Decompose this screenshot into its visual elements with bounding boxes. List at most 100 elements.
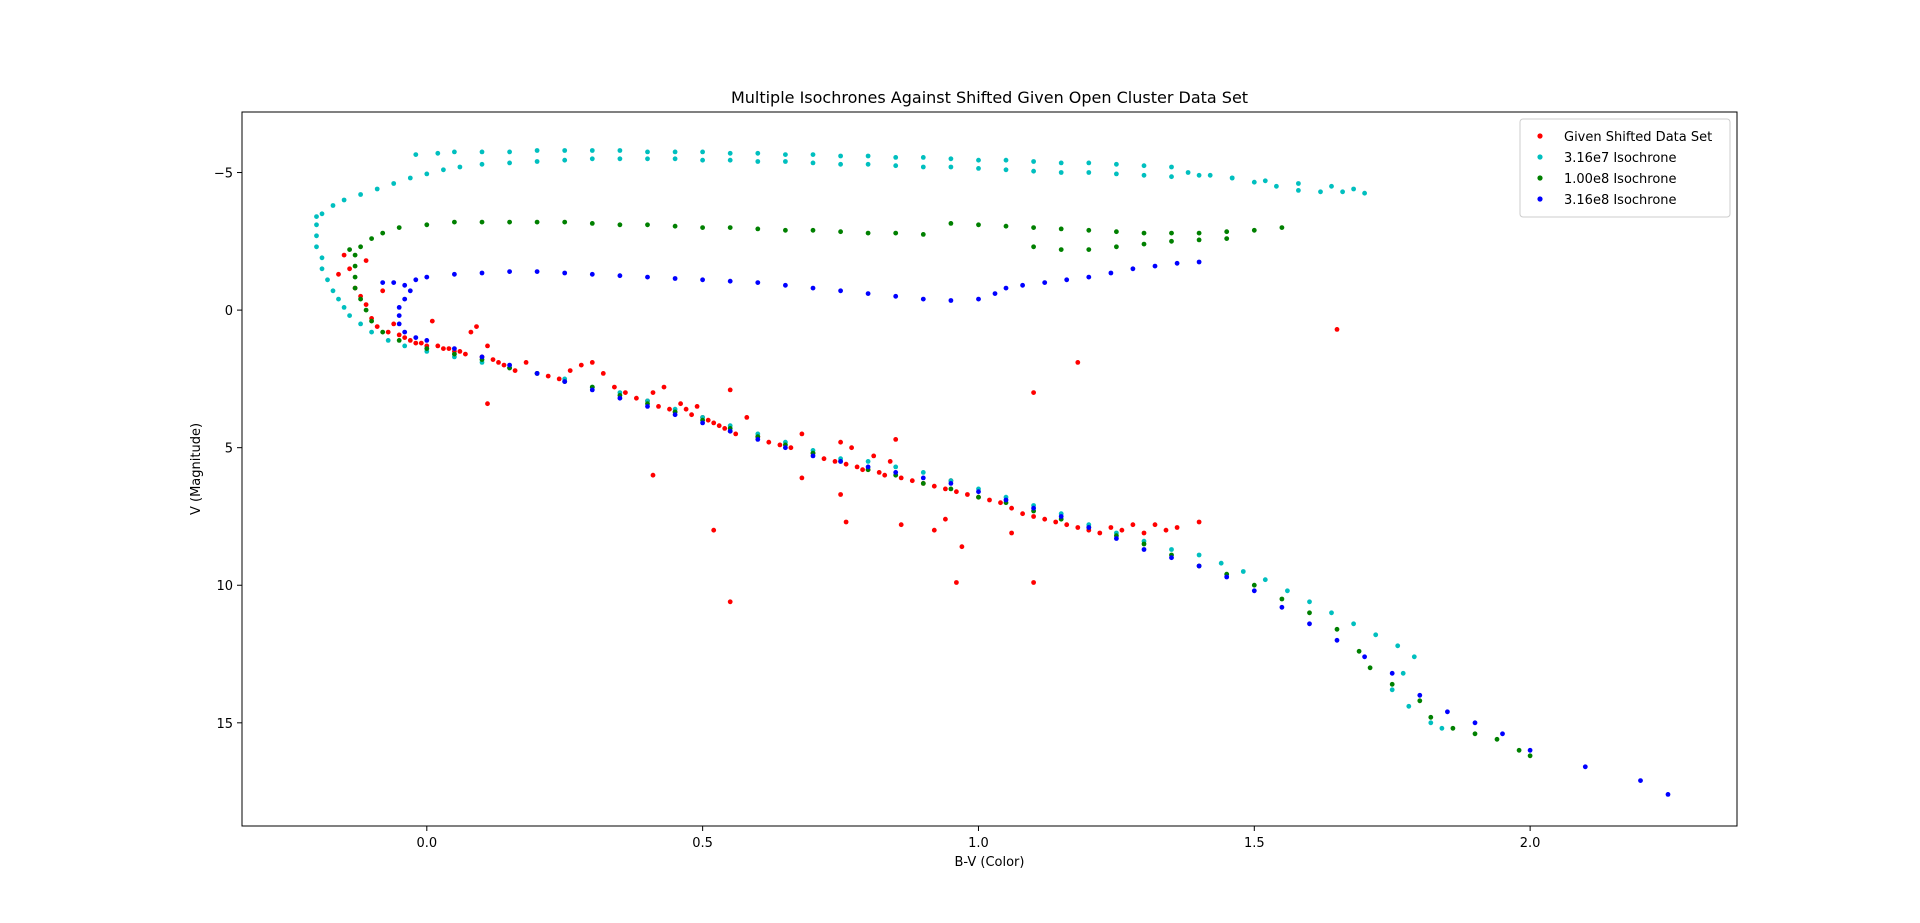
data-point	[1058, 226, 1064, 232]
data-point	[1114, 244, 1119, 250]
data-point	[1362, 654, 1367, 660]
data-point	[578, 362, 584, 368]
data-point	[617, 222, 623, 228]
data-point	[893, 293, 899, 299]
data-point	[1500, 731, 1505, 737]
data-point	[987, 497, 992, 503]
data-point	[976, 296, 981, 302]
data-point	[667, 406, 672, 412]
data-point	[612, 384, 617, 390]
data-point	[402, 335, 408, 340]
data-point	[1373, 632, 1379, 638]
data-point	[810, 152, 816, 158]
data-point	[678, 401, 683, 407]
data-point	[755, 280, 761, 285]
data-point	[534, 219, 540, 225]
data-point	[396, 305, 402, 310]
data-point	[1472, 720, 1478, 726]
data-point	[474, 324, 479, 329]
data-point	[948, 481, 954, 486]
data-point	[319, 255, 325, 261]
data-point	[694, 404, 700, 409]
data-point	[1527, 753, 1533, 759]
series-4	[380, 259, 1671, 797]
data-point	[838, 492, 843, 497]
data-point	[661, 384, 667, 390]
data-point	[1450, 725, 1456, 731]
data-point	[1428, 720, 1434, 726]
data-point	[965, 492, 970, 497]
data-point	[402, 343, 408, 349]
data-point	[1064, 522, 1070, 528]
data-point	[700, 420, 705, 426]
data-point	[1224, 236, 1230, 242]
data-point	[838, 459, 843, 464]
y-axis-ticks: −5 0 5 10 15	[214, 167, 242, 732]
data-point	[755, 437, 761, 442]
legend-marker	[1537, 175, 1543, 181]
data-point	[810, 160, 816, 166]
data-point	[788, 445, 794, 451]
data-point	[1119, 527, 1125, 533]
data-point	[457, 349, 463, 354]
data-point	[1196, 172, 1202, 178]
data-point	[369, 318, 374, 324]
data-point	[1389, 670, 1395, 676]
data-point	[1417, 698, 1423, 704]
data-point	[1031, 514, 1036, 519]
data-point	[507, 362, 512, 368]
y-tick-label: −5	[214, 167, 233, 182]
data-point	[700, 149, 705, 155]
data-point	[562, 219, 568, 225]
data-point	[865, 459, 871, 464]
data-point	[893, 163, 899, 169]
data-point	[1152, 522, 1158, 528]
data-point	[810, 227, 816, 233]
legend-label: 1.00e8 Isochrone	[1564, 172, 1677, 187]
data-point	[413, 340, 419, 346]
data-point	[380, 280, 386, 285]
data-point	[1020, 282, 1025, 288]
data-point	[441, 167, 446, 173]
data-point	[849, 445, 854, 451]
data-point	[711, 527, 717, 533]
data-point	[336, 271, 341, 277]
data-point	[976, 489, 981, 495]
data-point	[347, 247, 352, 253]
data-point	[1108, 270, 1114, 276]
y-tick-label: 15	[216, 717, 233, 732]
data-points	[314, 148, 1671, 797]
data-point	[645, 149, 650, 155]
data-point	[882, 472, 888, 478]
legend-marker	[1537, 196, 1543, 202]
data-point	[976, 166, 981, 171]
data-point	[1285, 588, 1290, 594]
data-point	[468, 329, 474, 335]
data-point	[352, 285, 358, 291]
data-point	[617, 156, 623, 162]
data-point	[479, 219, 485, 225]
data-point	[1169, 164, 1174, 170]
data-point	[1445, 709, 1450, 715]
data-point	[1279, 604, 1285, 610]
data-point	[1367, 665, 1373, 671]
data-point	[391, 181, 397, 186]
data-point	[1356, 648, 1362, 654]
data-point	[920, 164, 926, 170]
data-point	[1240, 569, 1246, 574]
data-point	[402, 296, 408, 302]
x-axis-ticks: 0.0 0.5 1.0 1.5 2.0	[416, 826, 1540, 851]
data-point	[1058, 170, 1064, 175]
data-point	[330, 203, 336, 208]
data-point	[1169, 238, 1174, 244]
data-point	[1097, 530, 1103, 536]
legend-marker	[1537, 133, 1543, 139]
data-point	[358, 244, 363, 250]
data-point	[783, 227, 788, 233]
data-point	[700, 157, 705, 163]
data-point	[490, 357, 496, 362]
data-point	[347, 266, 352, 272]
data-point	[1003, 167, 1009, 173]
data-point	[319, 266, 325, 272]
data-point	[589, 156, 595, 162]
